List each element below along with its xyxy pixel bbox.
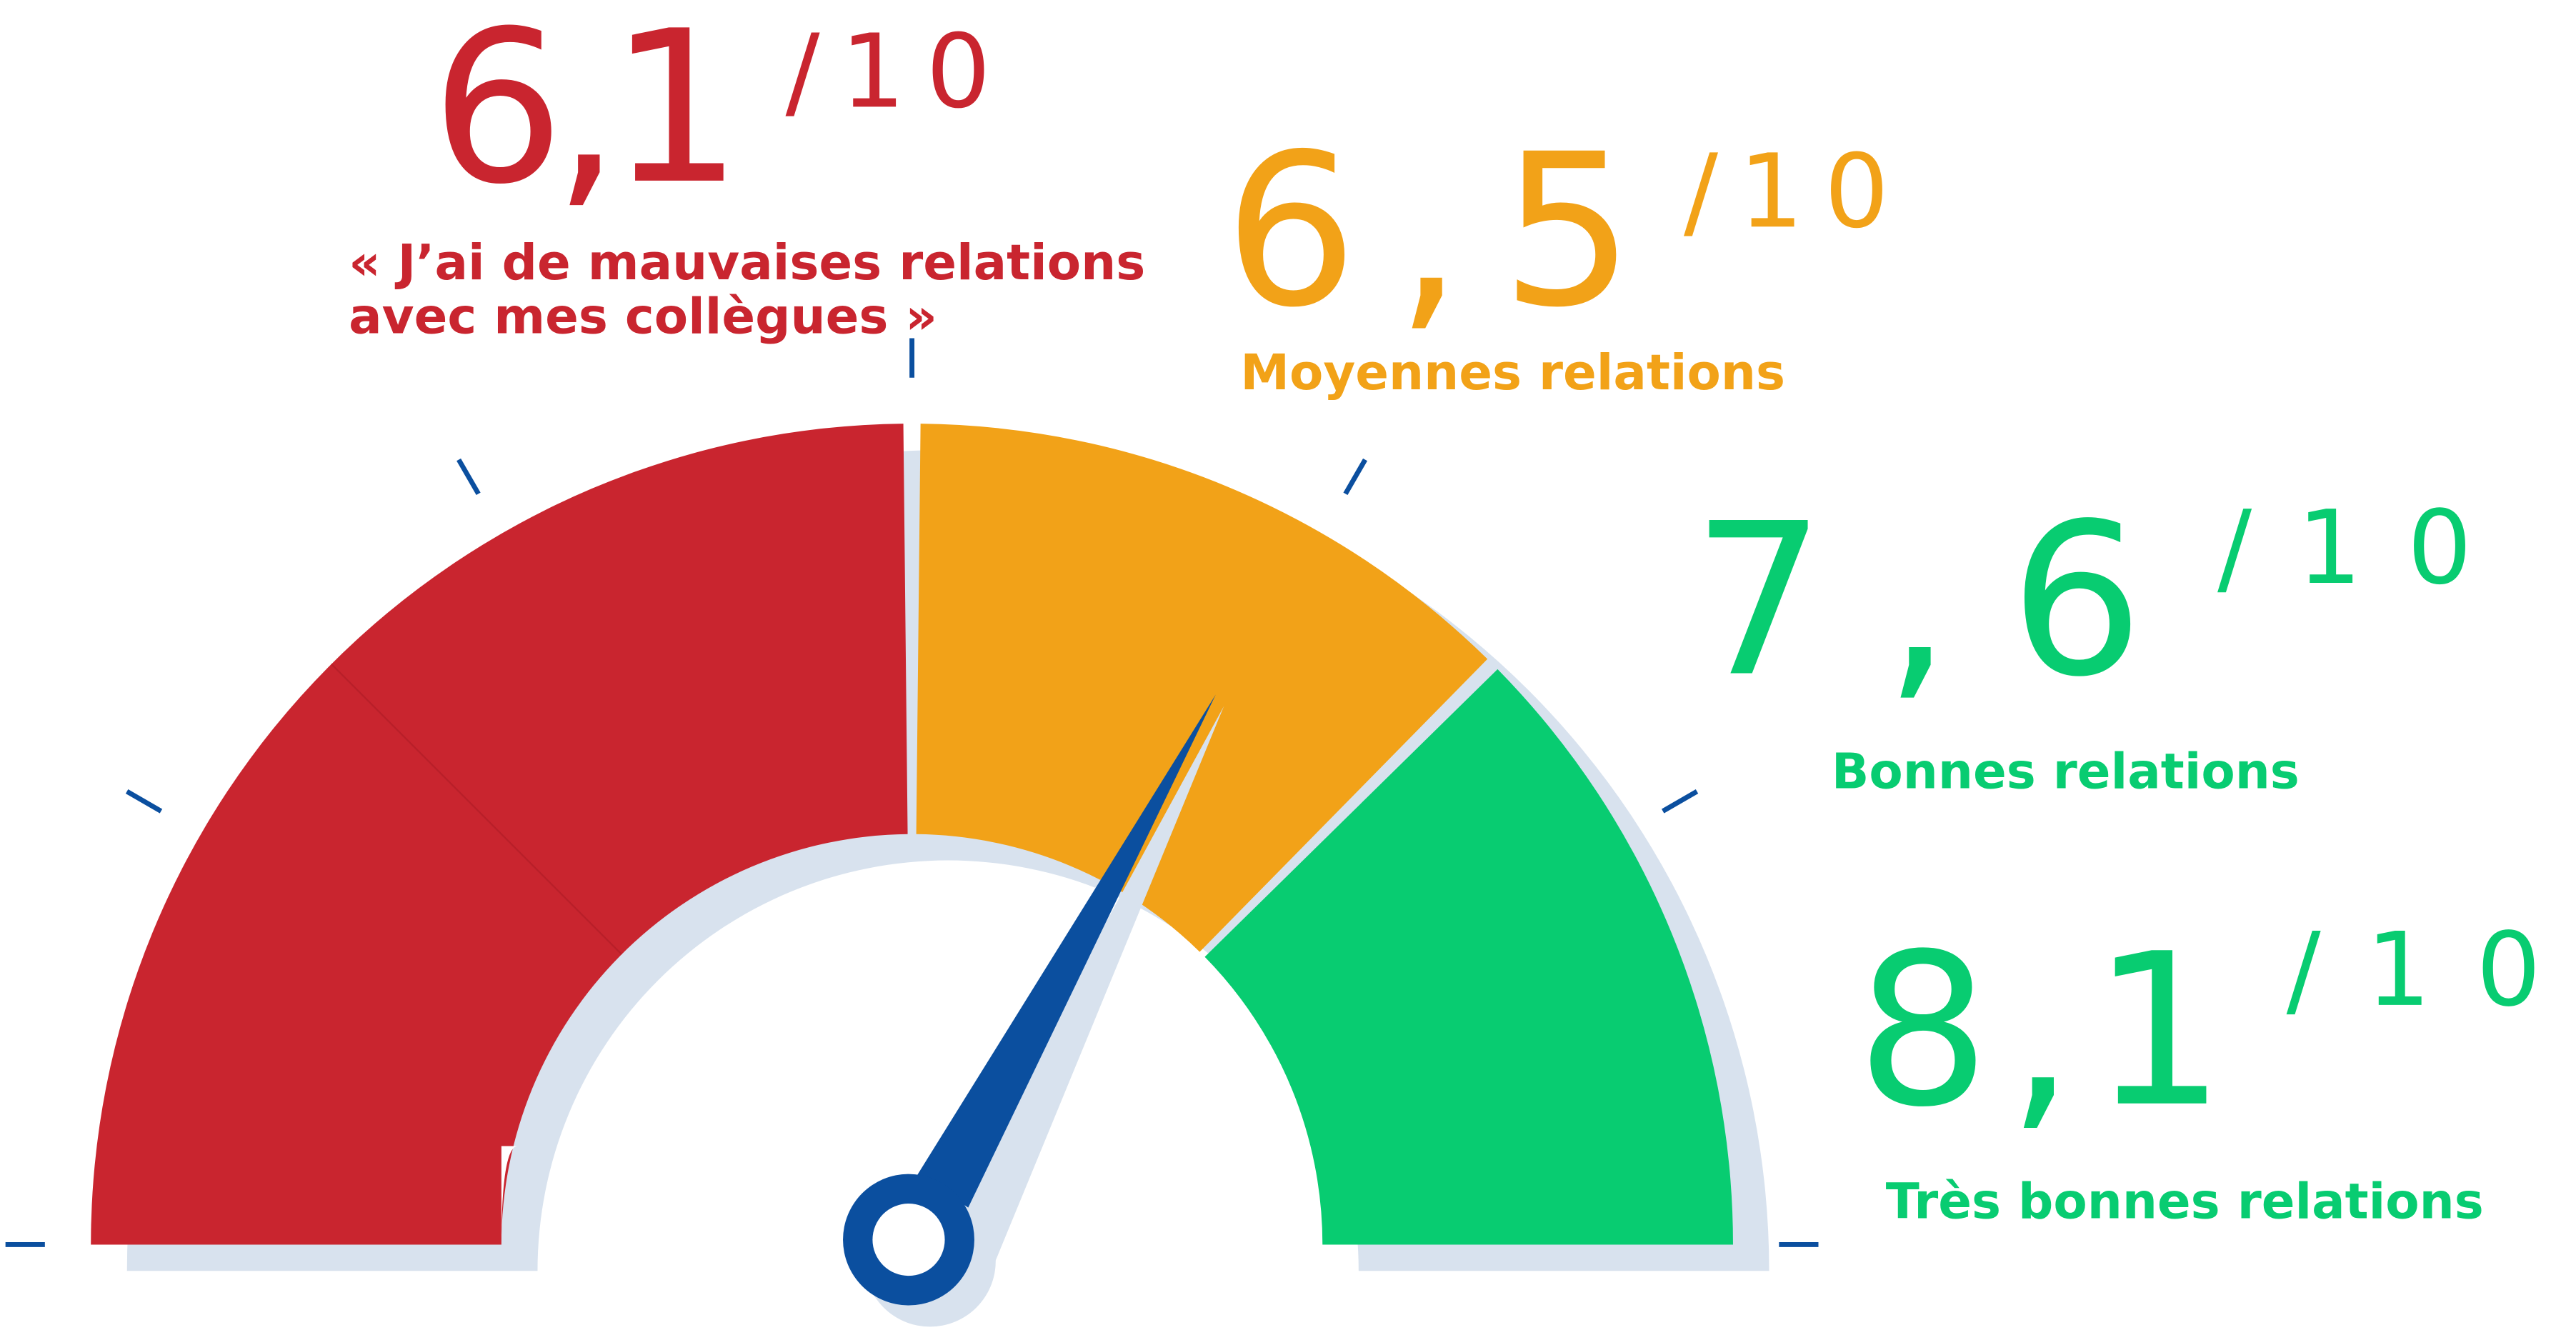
score-scale: /10 bbox=[1684, 132, 1889, 251]
tick bbox=[1343, 458, 1368, 496]
score: 8,1 bbox=[1856, 909, 2225, 1154]
needle-hub-center bbox=[872, 1203, 945, 1276]
label: avec mes collègues » bbox=[349, 289, 937, 346]
tick bbox=[125, 789, 163, 814]
score: 6,5 bbox=[1224, 109, 1634, 354]
needle bbox=[887, 694, 1216, 1256]
score-scale: /10 bbox=[2287, 911, 2541, 1029]
tick bbox=[1661, 789, 1699, 814]
segment-red bbox=[91, 424, 908, 1245]
score: 7,6 bbox=[1692, 479, 2143, 723]
score: 6,1 bbox=[431, 0, 743, 231]
segment-green bbox=[1204, 669, 1733, 1245]
segment-orange bbox=[916, 424, 1488, 952]
label: Moyennes relations bbox=[1240, 344, 1785, 401]
label: « J’ai de mauvaises relations bbox=[349, 234, 1145, 291]
label: Très bonnes relations bbox=[1886, 1174, 2484, 1231]
score-scale: /10 bbox=[2217, 489, 2472, 607]
tick bbox=[456, 458, 481, 496]
label: Bonnes relations bbox=[1832, 743, 2300, 800]
gauge-corner bbox=[501, 1146, 518, 1249]
gauge bbox=[5, 338, 1819, 1327]
score-scale: /10 bbox=[786, 12, 991, 131]
segment-divider bbox=[331, 663, 623, 955]
